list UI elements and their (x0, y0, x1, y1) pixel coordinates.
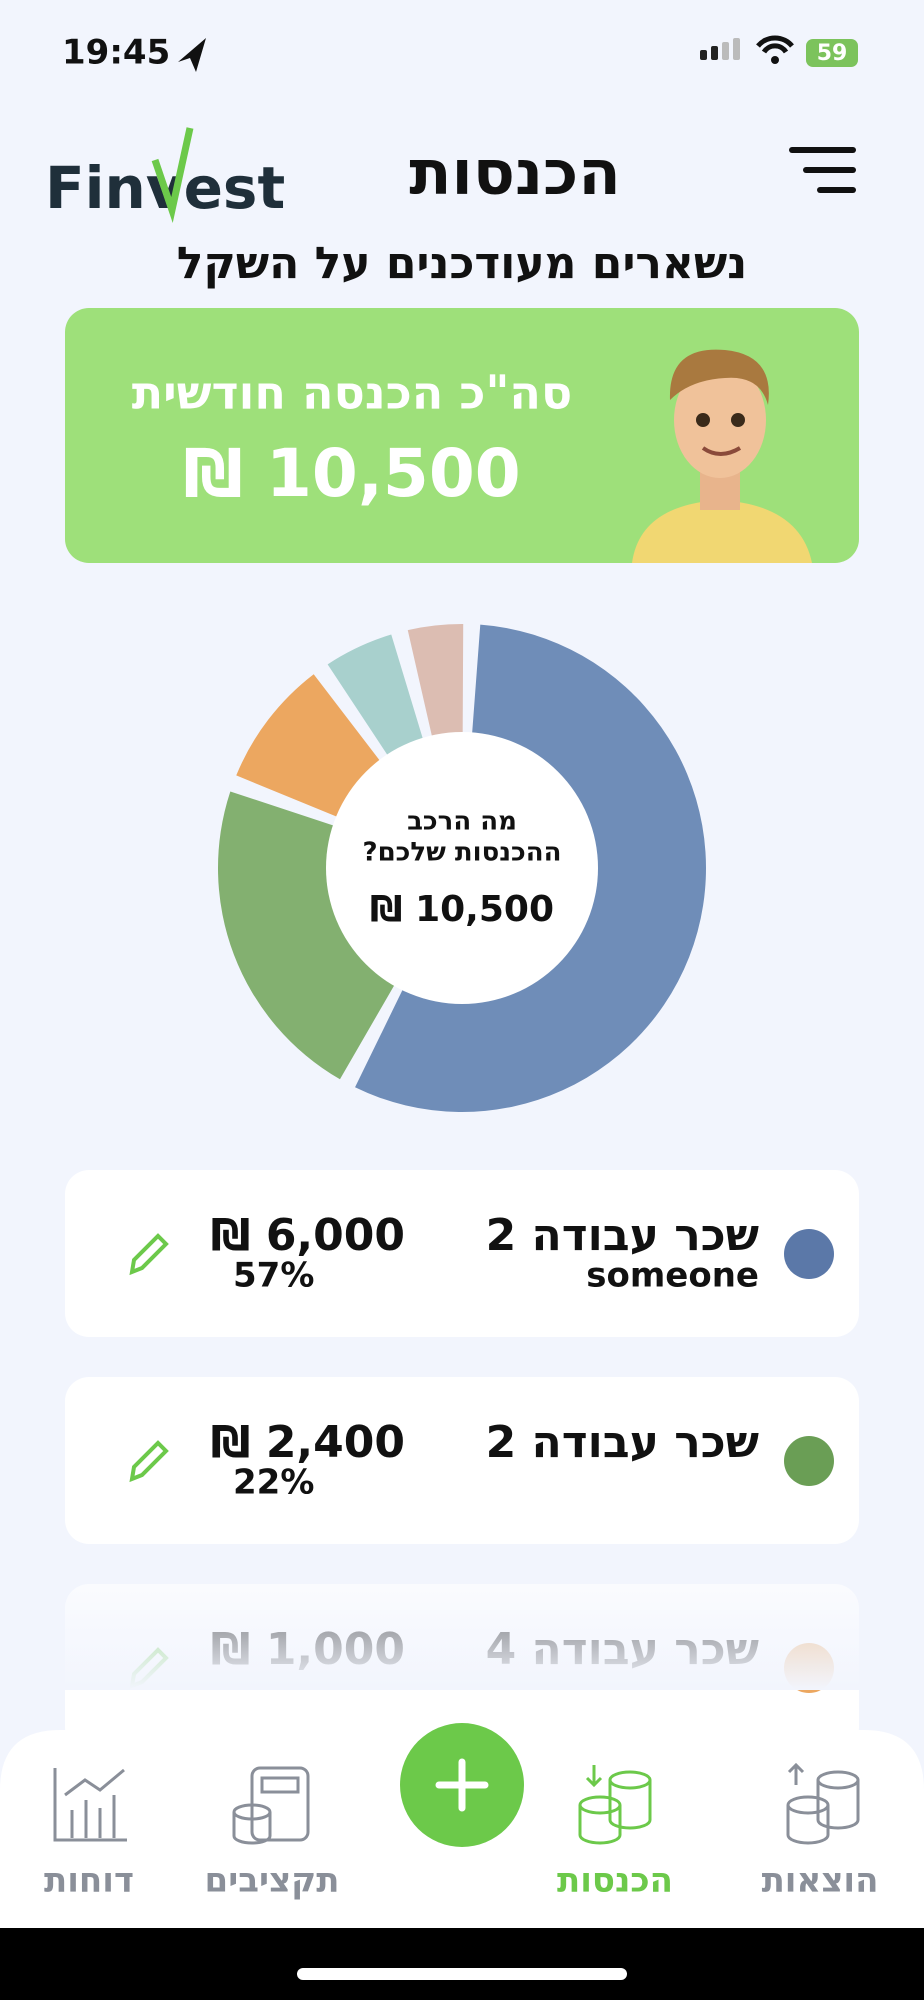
card-background (65, 1377, 859, 1544)
summary-card (65, 308, 859, 563)
avatar (632, 349, 812, 563)
income-icon (578, 1765, 652, 1845)
nav-label[interactable]: דוחות (44, 1861, 134, 1901)
chart-center-total: 10,500 ₪ (370, 889, 554, 930)
status-time: 19:45 (62, 33, 170, 73)
card-background (65, 1170, 859, 1337)
donut-slice (217, 791, 406, 1080)
donut-slice (407, 624, 464, 759)
location-icon (178, 38, 206, 72)
chart-title-line: ההכנסות שלכם? (363, 838, 562, 868)
donut-hole (326, 732, 598, 1004)
nav-label[interactable]: הוצאות (762, 1861, 879, 1901)
pencil-icon (129, 1233, 169, 1276)
nav-label-active[interactable]: הכנסות (557, 1861, 673, 1901)
income-card: שכר עבודה 2 2,400 ₪22% (65, 1377, 859, 1544)
signal-icon (700, 38, 740, 60)
color-dot (784, 1229, 834, 1279)
reports-icon (53, 1768, 127, 1842)
home-indicator (297, 1968, 627, 1980)
battery-level: 59 (817, 41, 848, 66)
page-title: הכנסות (409, 136, 621, 209)
summary-label: סה"כ הכנסה חודשית (132, 366, 573, 420)
color-dot (784, 1436, 834, 1486)
edit-button[interactable] (129, 1440, 169, 1483)
budgets-icon (232, 1766, 310, 1845)
home-bar (0, 1928, 924, 2000)
nav-label[interactable]: תקציבים (205, 1861, 340, 1901)
item-name: שכר עבודה 2 (486, 1417, 759, 1468)
item-amount: 2,400 ₪ (211, 1417, 405, 1468)
battery (806, 39, 858, 67)
expenses-icon (786, 1762, 860, 1845)
logo-check (151, 127, 194, 224)
subtitle: נשארים מעודכנים על השקל (177, 238, 747, 289)
wifi-icon (756, 35, 794, 54)
item-percent: 57% (233, 1256, 314, 1296)
item-name: שכר עבודה 2 (486, 1210, 759, 1261)
list-fade (40, 1570, 884, 1690)
item-percent: 22% (233, 1463, 314, 1503)
pencil-icon (129, 1440, 169, 1483)
donut-slice (327, 634, 430, 775)
edit-button[interactable] (129, 1233, 169, 1276)
add-icon (435, 1758, 489, 1812)
item-amount: 6,000 ₪ (211, 1210, 405, 1261)
menu-button[interactable] (789, 147, 856, 193)
chart-title-line: מה הרכב (407, 807, 517, 837)
wifi-dot (771, 56, 779, 64)
summary-amount: 10,500 ₪ (183, 435, 520, 512)
item-sub: someone (586, 1256, 759, 1296)
